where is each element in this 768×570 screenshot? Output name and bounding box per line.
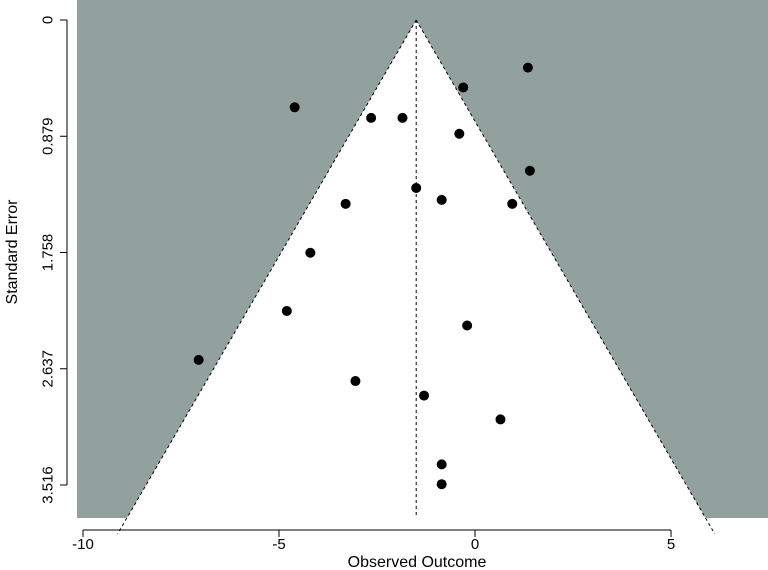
x-tick-label: 5 (667, 536, 675, 553)
data-point (366, 112, 377, 123)
data-point (454, 128, 465, 139)
data-point (436, 194, 447, 205)
y-tick-label: 2.637 (40, 350, 57, 388)
x-tick-label: -5 (272, 536, 285, 553)
y-axis-title: Standard Error (4, 199, 21, 305)
data-point (419, 390, 430, 401)
data-point (281, 305, 292, 316)
y-tick-label: 1.758 (40, 234, 57, 272)
data-point (411, 182, 422, 193)
data-point (350, 376, 361, 387)
data-point (507, 198, 518, 209)
x-axis-title: Observed Outcome (348, 554, 487, 570)
data-points (193, 62, 535, 490)
x-axis: -10 -5 0 5 (72, 529, 675, 553)
data-point (340, 198, 351, 209)
data-point (522, 62, 533, 73)
data-point (289, 102, 300, 113)
x-tick-label: 0 (471, 536, 479, 553)
data-point (524, 165, 535, 176)
data-point (495, 414, 506, 425)
data-point (305, 247, 316, 258)
data-point (436, 459, 447, 470)
data-point (436, 479, 447, 490)
data-point (397, 112, 408, 123)
data-point (458, 82, 469, 93)
y-tick-label: 3.516 (40, 466, 57, 504)
y-tick-label: 0 (40, 16, 57, 24)
y-tick-label: 0.879 (40, 117, 57, 155)
y-axis: 0 0.879 1.758 2.637 3.516 (40, 16, 68, 504)
data-point (462, 320, 473, 331)
data-point (193, 354, 204, 365)
x-tick-label: -10 (72, 536, 94, 553)
